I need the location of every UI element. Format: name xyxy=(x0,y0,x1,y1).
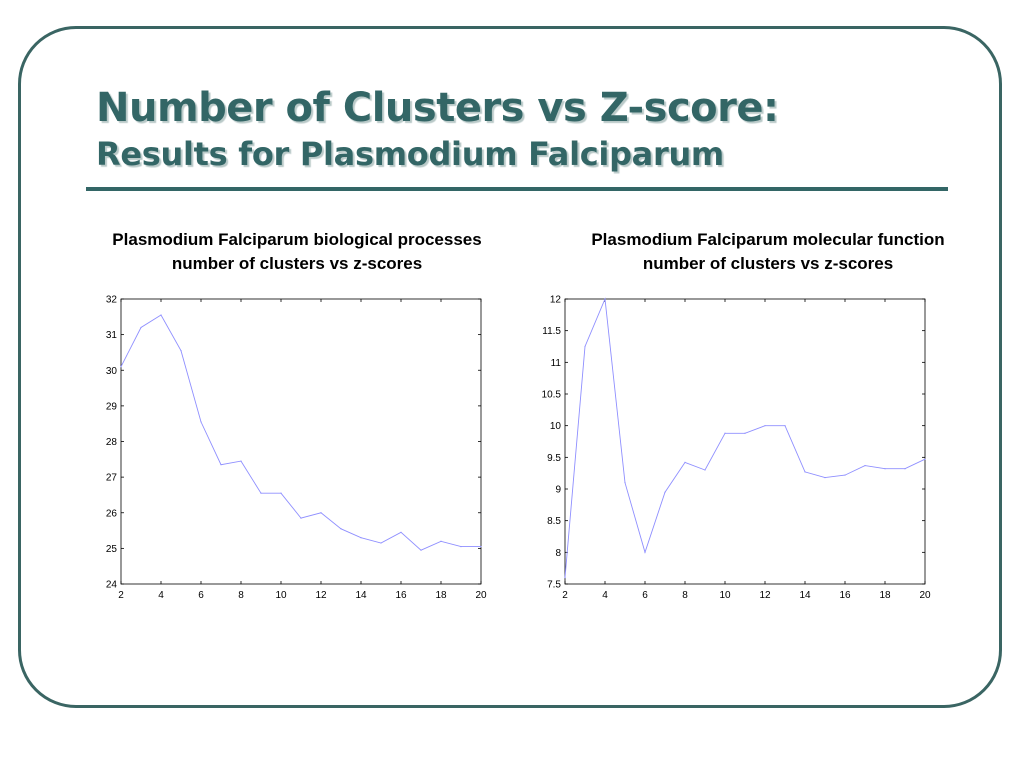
plot-area xyxy=(120,298,482,585)
x-tick-label: 18 xyxy=(435,590,447,601)
x-tick-label: 2 xyxy=(118,590,124,601)
data-point xyxy=(140,326,142,329)
data-point xyxy=(320,512,322,514)
y-tick-label: 25 xyxy=(106,544,118,555)
x-tick-label: 14 xyxy=(355,590,367,601)
data-point xyxy=(564,577,566,579)
y-tick-label: 24 xyxy=(106,580,118,591)
chart-caption-right-line1: Plasmodium Falciparum molecular function xyxy=(591,230,945,249)
data-point xyxy=(160,314,162,316)
y-tick-label: 8.5 xyxy=(547,516,561,527)
slide-title-line1: Number of Clusters vs Z-score: xyxy=(96,85,779,131)
x-tick-label: 16 xyxy=(839,590,851,601)
data-point xyxy=(340,528,342,530)
y-tick-label: 29 xyxy=(106,401,118,412)
data-point xyxy=(804,471,806,473)
y-tick-label: 11 xyxy=(551,358,562,369)
y-tick-label: 30 xyxy=(106,366,118,377)
chart-caption-left: Plasmodium Falciparum biological process… xyxy=(60,228,534,276)
data-point xyxy=(824,477,826,479)
x-tick-label: 18 xyxy=(879,590,891,601)
y-tick-label: 12 xyxy=(550,295,562,306)
x-tick-label: 20 xyxy=(475,590,487,601)
slide-title-line2: Results for Plasmodium Falciparum xyxy=(96,135,724,173)
data-point xyxy=(120,366,122,368)
data-point xyxy=(844,474,846,476)
data-point xyxy=(664,491,666,493)
data-point xyxy=(724,432,726,434)
chart-caption-right: Plasmodium Falciparum molecular function… xyxy=(548,228,988,276)
title-divider xyxy=(86,187,948,191)
x-tick-label: 4 xyxy=(158,590,164,601)
y-tick-label: 26 xyxy=(106,508,118,519)
x-tick-label: 12 xyxy=(315,590,327,601)
data-point xyxy=(300,517,302,519)
y-tick-label: 10.5 xyxy=(542,390,562,401)
x-tick-label: 20 xyxy=(919,590,931,601)
x-tick-label: 2 xyxy=(562,590,568,601)
y-tick-label: 9.5 xyxy=(547,453,561,464)
data-point xyxy=(400,531,402,533)
x-tick-label: 14 xyxy=(799,590,811,601)
data-point xyxy=(884,468,886,470)
data-point xyxy=(420,549,422,551)
x-tick-label: 6 xyxy=(198,590,204,601)
x-tick-label: 8 xyxy=(682,590,688,601)
y-tick-label: 10 xyxy=(550,421,562,432)
data-point xyxy=(240,460,242,462)
data-point xyxy=(904,468,906,470)
data-point xyxy=(260,492,262,494)
x-tick-label: 16 xyxy=(395,590,407,601)
y-tick-label: 28 xyxy=(106,437,118,448)
y-tick-label: 9 xyxy=(555,485,561,496)
data-point xyxy=(644,551,646,553)
plot-area xyxy=(564,298,926,585)
data-point xyxy=(280,492,282,494)
data-point xyxy=(380,542,382,544)
x-tick-label: 4 xyxy=(602,590,608,601)
y-tick-label: 7.5 xyxy=(547,580,561,591)
chart-caption-left-line2: number of clusters vs z-scores xyxy=(171,254,423,273)
y-tick-label: 11.5 xyxy=(542,326,561,337)
data-point xyxy=(180,350,182,352)
data-point xyxy=(764,425,766,427)
y-tick-label: 32 xyxy=(106,295,118,306)
data-point xyxy=(744,432,746,434)
chart-caption-right-line2: number of clusters vs z-scores xyxy=(642,254,894,273)
data-point xyxy=(200,421,202,423)
y-tick-label: 8 xyxy=(555,548,561,559)
data-point xyxy=(480,545,482,548)
data-point xyxy=(604,298,606,300)
x-tick-label: 10 xyxy=(275,590,287,601)
data-point xyxy=(624,482,626,484)
data-point xyxy=(924,458,926,460)
data-point xyxy=(440,540,442,542)
x-tick-label: 10 xyxy=(719,590,731,601)
x-tick-label: 8 xyxy=(238,590,244,601)
y-tick-label: 27 xyxy=(106,473,118,484)
slide-title: Number of Clusters vs Z-score: Results f… xyxy=(96,84,779,176)
slide-frame xyxy=(18,26,1002,708)
data-point xyxy=(584,345,586,348)
data-point xyxy=(360,537,362,539)
chart-molecular-function: 2 4 6 8 10 12 14 16 18 20 7.5 8 8.5 9 9.5 10 10.5 11 11.5 1… xyxy=(542,295,931,602)
data-point xyxy=(704,469,706,471)
y-tick-label: 31 xyxy=(106,330,118,341)
data-point xyxy=(220,464,222,466)
data-point xyxy=(684,461,686,463)
data-point xyxy=(864,464,866,467)
x-tick-label: 6 xyxy=(642,590,648,601)
data-point xyxy=(784,425,786,427)
chart-caption-left-line1: Plasmodium Falciparum biological process… xyxy=(112,230,482,249)
data-point xyxy=(460,545,462,548)
x-tick-label: 12 xyxy=(759,590,771,601)
